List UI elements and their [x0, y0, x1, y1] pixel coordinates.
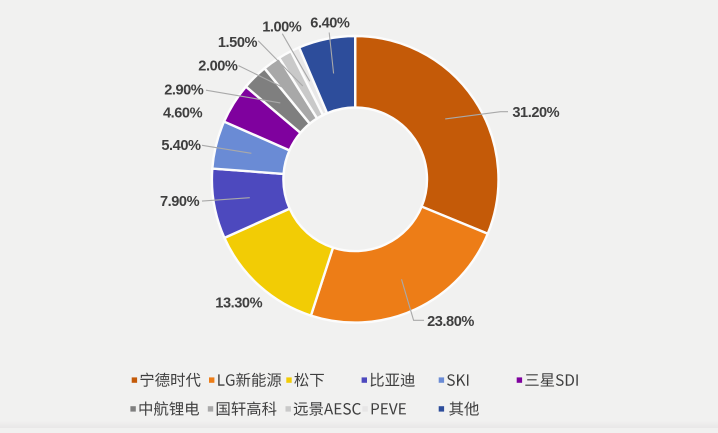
svg-text:1.00%: 1.00% [262, 19, 302, 35]
svg-text:23.80%: 23.80% [427, 314, 474, 330]
svg-text:31.20%: 31.20% [512, 105, 559, 121]
svg-text:2.90%: 2.90% [164, 83, 204, 99]
svg-text:13.30%: 13.30% [215, 295, 262, 311]
svg-text:1.50%: 1.50% [218, 35, 258, 51]
svg-text:2.00%: 2.00% [198, 58, 238, 74]
svg-text:7.90%: 7.90% [160, 194, 200, 210]
svg-text:5.40%: 5.40% [161, 138, 201, 154]
svg-text:6.40%: 6.40% [310, 15, 350, 31]
svg-text:4.60%: 4.60% [163, 106, 203, 122]
